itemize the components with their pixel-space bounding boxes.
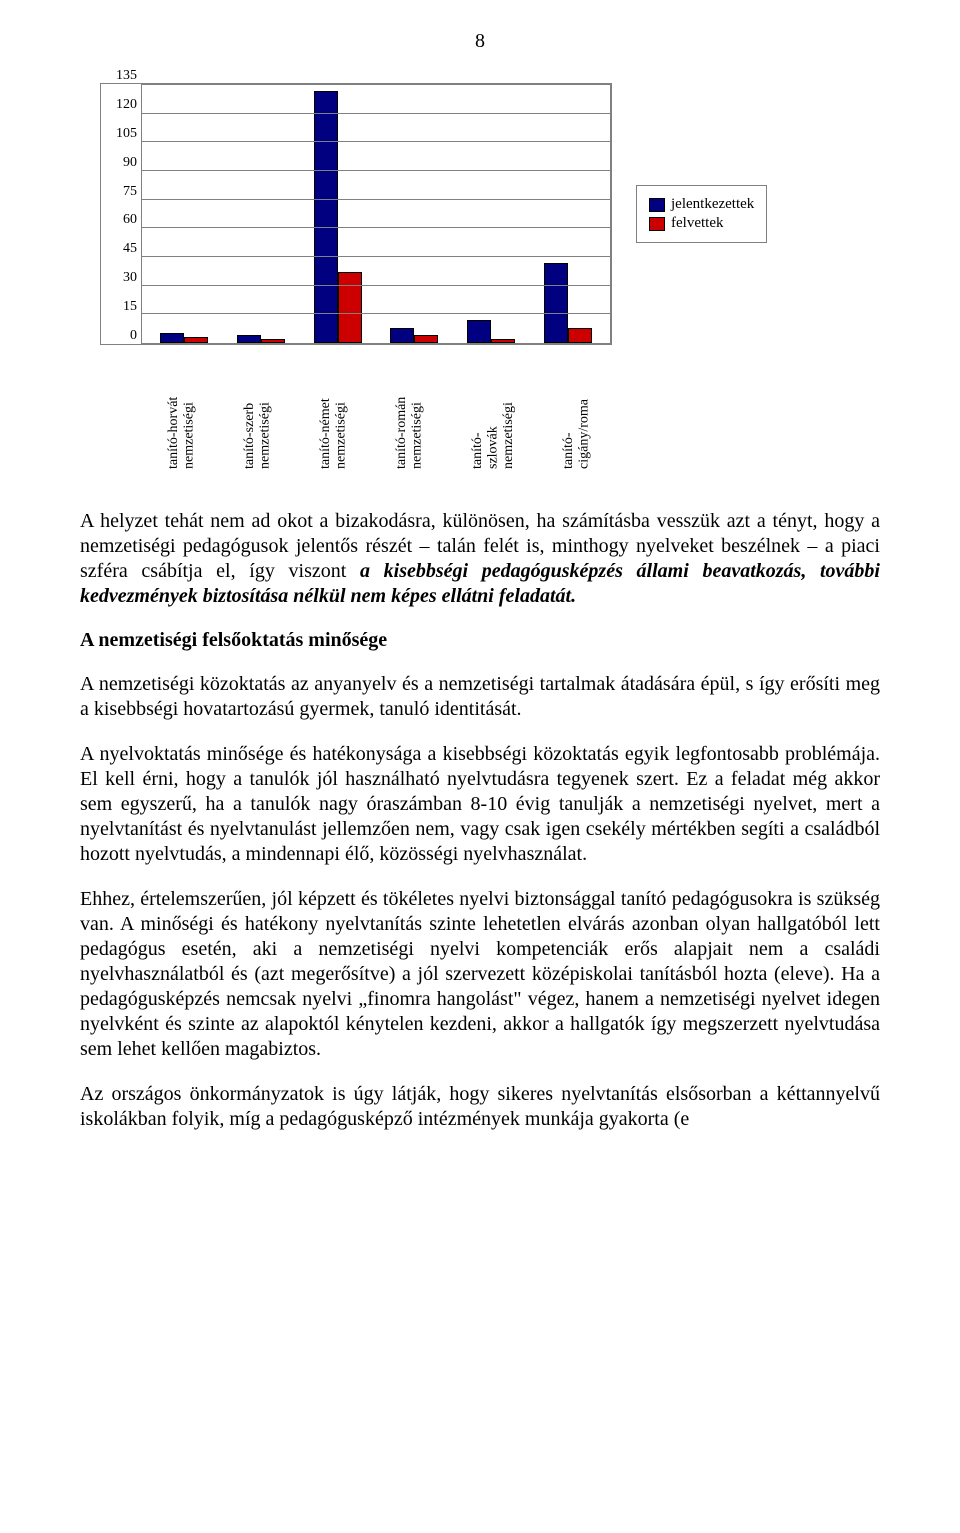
- gridline: [142, 199, 610, 200]
- gridline: [142, 256, 610, 257]
- bar: [568, 328, 592, 343]
- bar: [314, 91, 338, 343]
- paragraph-4: Ehhez, értelemszerűen, jól képzett és tö…: [80, 887, 880, 1062]
- bar-group: [467, 320, 515, 343]
- x-label: tanító- szlovák nemzetiségi: [470, 349, 516, 469]
- legend-label: jelentkezettek: [671, 196, 754, 213]
- bar-chart: 0153045607590105120135 jelentkezettek fel…: [100, 83, 860, 469]
- bar-groups: [142, 85, 610, 343]
- gridline: [142, 285, 610, 286]
- bar: [544, 263, 568, 343]
- bar: [261, 339, 285, 343]
- bar: [338, 272, 362, 343]
- paragraph-2: A nemzetiségi közoktatás az anyanyelv és…: [80, 672, 880, 722]
- page-number: 8: [80, 30, 880, 53]
- x-label: tanító-horvát nemzetiségi: [166, 349, 197, 469]
- gridline: [142, 227, 610, 228]
- x-axis-labels: tanító-horvát nemzetiségi tanító-szerb ne…: [140, 345, 618, 469]
- paragraph-3: A nyelvoktatás minősége és hatékonysága …: [80, 742, 880, 867]
- x-label: tanító-szerb nemzetiségi: [242, 349, 273, 469]
- bar: [414, 335, 438, 343]
- chart-legend: jelentkezettek felvettek: [636, 185, 767, 243]
- bar-group: [160, 333, 208, 343]
- legend-swatch: [649, 217, 665, 231]
- gridline: [142, 170, 610, 171]
- gridline: [142, 141, 610, 142]
- bar-group: [314, 91, 362, 343]
- paragraph-intro: A helyzet tehát nem ad okot a bizakodásr…: [80, 509, 880, 609]
- x-label: tanító-német nemzetiségi: [318, 349, 349, 469]
- bar: [467, 320, 491, 343]
- bar: [160, 333, 184, 343]
- bar-group: [390, 328, 438, 343]
- bar-group: [544, 263, 592, 343]
- plot-area: [141, 84, 611, 344]
- chart-box: 0153045607590105120135: [100, 83, 612, 345]
- legend-item: felvettek: [649, 215, 754, 232]
- bar: [390, 328, 414, 343]
- gridline: [142, 84, 610, 85]
- y-axis: 0153045607590105120135: [101, 84, 141, 344]
- legend-swatch: [649, 198, 665, 212]
- x-label: tanító- cigány/roma: [561, 349, 592, 469]
- section-heading: A nemzetiségi felsőoktatás minősége: [80, 629, 880, 652]
- x-label: tanító-román nemzetiségi: [394, 349, 425, 469]
- gridline: [142, 113, 610, 114]
- legend-item: jelentkezettek: [649, 196, 754, 213]
- legend-label: felvettek: [671, 215, 723, 232]
- bar: [184, 337, 208, 343]
- bar-group: [237, 335, 285, 343]
- gridline: [142, 313, 610, 314]
- bar: [491, 339, 515, 343]
- paragraph-5: Az országos önkormányzatok is úgy látják…: [80, 1082, 880, 1132]
- bar: [237, 335, 261, 343]
